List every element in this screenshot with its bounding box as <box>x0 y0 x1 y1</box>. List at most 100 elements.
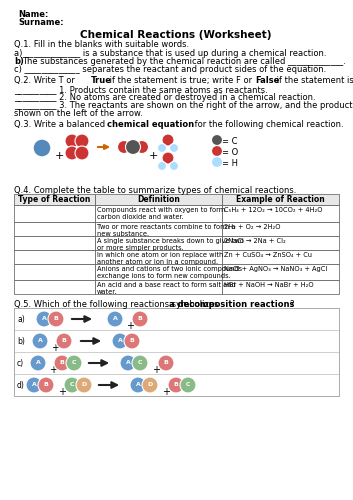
Text: A: A <box>37 338 42 344</box>
Circle shape <box>48 311 64 327</box>
Text: Compounds react with oxygen to form: Compounds react with oxygen to form <box>97 207 225 213</box>
Circle shape <box>157 162 167 170</box>
Text: = C: = C <box>222 137 238 146</box>
Text: or more simpler products.: or more simpler products. <box>97 245 184 251</box>
Text: a): a) <box>17 315 25 324</box>
Text: carbon dioxide and water.: carbon dioxide and water. <box>97 214 184 220</box>
Text: B: B <box>43 382 48 388</box>
Circle shape <box>157 144 167 152</box>
Text: b): b) <box>17 337 25 346</box>
Text: 2H₂ + O₂ → 2H₂O: 2H₂ + O₂ → 2H₂O <box>224 224 281 230</box>
Circle shape <box>168 377 184 393</box>
Text: A: A <box>118 338 122 344</box>
Text: Type of Reaction: Type of Reaction <box>18 195 91 204</box>
Bar <box>95 205 222 222</box>
Text: c): c) <box>17 359 24 368</box>
Text: Definition: Definition <box>137 195 180 204</box>
Text: new substance.: new substance. <box>97 231 149 237</box>
Text: Name:: Name: <box>18 10 48 19</box>
Text: A: A <box>113 316 118 322</box>
Text: Q.4. Complete the table to summarize types of chemical reactions.: Q.4. Complete the table to summarize typ… <box>14 186 297 195</box>
Circle shape <box>65 134 79 148</box>
Text: C₅H₄ + 12O₂ → 10CO₂ + 4H₂O: C₅H₄ + 12O₂ → 10CO₂ + 4H₂O <box>224 207 323 213</box>
Text: HBr + NaOH → NaBr + H₂O: HBr + NaOH → NaBr + H₂O <box>224 282 313 288</box>
Bar <box>222 280 339 294</box>
Circle shape <box>211 134 222 145</box>
Circle shape <box>120 355 136 371</box>
Text: Q.1. Fill in the blanks with suitable words.: Q.1. Fill in the blanks with suitable wo… <box>14 40 189 49</box>
Text: False: False <box>255 76 279 85</box>
Text: B: B <box>61 338 66 344</box>
Text: b): b) <box>14 57 24 66</box>
Bar <box>14 250 95 264</box>
Bar <box>222 236 339 250</box>
Text: if the statement is false.: if the statement is false. <box>274 76 353 85</box>
Text: B: B <box>138 316 143 322</box>
Bar <box>222 222 339 236</box>
Text: Q.3. Write a balanced: Q.3. Write a balanced <box>14 120 108 129</box>
Circle shape <box>136 140 149 153</box>
Circle shape <box>75 134 89 148</box>
Bar <box>14 308 339 396</box>
Text: The substances generated by the chemical reaction are called _____________.: The substances generated by the chemical… <box>22 57 346 66</box>
Circle shape <box>75 146 89 160</box>
Text: C: C <box>186 382 190 388</box>
Text: Q.5. Which of the following reactions symbolizes: Q.5. Which of the following reactions sy… <box>14 300 221 309</box>
Bar <box>14 194 95 205</box>
Circle shape <box>211 156 222 168</box>
Text: A: A <box>31 382 36 388</box>
Text: water.: water. <box>97 289 118 295</box>
Bar <box>95 194 222 205</box>
Text: +: + <box>162 387 170 397</box>
Circle shape <box>169 144 179 152</box>
Text: __________ 2. No atoms are created or destroyed in a chemical reaction.: __________ 2. No atoms are created or de… <box>14 93 316 102</box>
Bar <box>95 250 222 264</box>
Circle shape <box>65 146 79 160</box>
Bar <box>14 264 95 280</box>
Text: +: + <box>58 387 66 397</box>
Text: a) _____________ is a substance that is used up during a chemical reaction.: a) _____________ is a substance that is … <box>14 49 327 58</box>
Text: An acid and a base react to form salt and: An acid and a base react to form salt an… <box>97 282 236 288</box>
Text: True: True <box>91 76 112 85</box>
Bar <box>222 194 339 205</box>
Circle shape <box>30 355 46 371</box>
Text: C: C <box>70 382 74 388</box>
Circle shape <box>169 162 179 170</box>
Text: Chemical Reactions (Worksheet): Chemical Reactions (Worksheet) <box>80 30 272 40</box>
Circle shape <box>162 152 174 164</box>
Circle shape <box>162 134 174 146</box>
Text: 2NaCl → 2Na + Cl₂: 2NaCl → 2Na + Cl₂ <box>224 238 286 244</box>
Text: D: D <box>147 382 152 388</box>
Text: B: B <box>54 316 59 322</box>
Text: for the following chemical reaction.: for the following chemical reaction. <box>192 120 343 129</box>
Text: A: A <box>126 360 131 366</box>
Circle shape <box>130 377 146 393</box>
Circle shape <box>124 333 140 349</box>
Text: A: A <box>42 316 47 322</box>
Text: another atom or ion in a compound.: another atom or ion in a compound. <box>97 259 218 265</box>
Circle shape <box>158 355 174 371</box>
Bar <box>95 280 222 294</box>
Text: D: D <box>82 382 86 388</box>
Bar <box>14 280 95 294</box>
Text: Two or more reactants combine to form a: Two or more reactants combine to form a <box>97 224 235 230</box>
Bar <box>14 205 95 222</box>
Circle shape <box>33 139 51 157</box>
Text: __________ 3. The reactants are shown on the right of the arrow, and the product: __________ 3. The reactants are shown on… <box>14 101 353 110</box>
Text: +: + <box>152 365 160 375</box>
Text: = H: = H <box>222 159 238 168</box>
Bar <box>95 236 222 250</box>
Text: d): d) <box>17 381 25 390</box>
Circle shape <box>36 311 52 327</box>
Text: A: A <box>36 360 41 366</box>
Circle shape <box>132 355 148 371</box>
Text: +: + <box>49 365 57 375</box>
Text: B: B <box>60 360 65 366</box>
Text: A: A <box>136 382 140 388</box>
Circle shape <box>180 377 196 393</box>
Text: Anions and cations of two ionic compounds: Anions and cations of two ionic compound… <box>97 266 242 272</box>
Text: ?: ? <box>289 300 293 309</box>
Circle shape <box>32 333 48 349</box>
Circle shape <box>132 311 148 327</box>
Text: Q.2. Write T or: Q.2. Write T or <box>14 76 78 85</box>
